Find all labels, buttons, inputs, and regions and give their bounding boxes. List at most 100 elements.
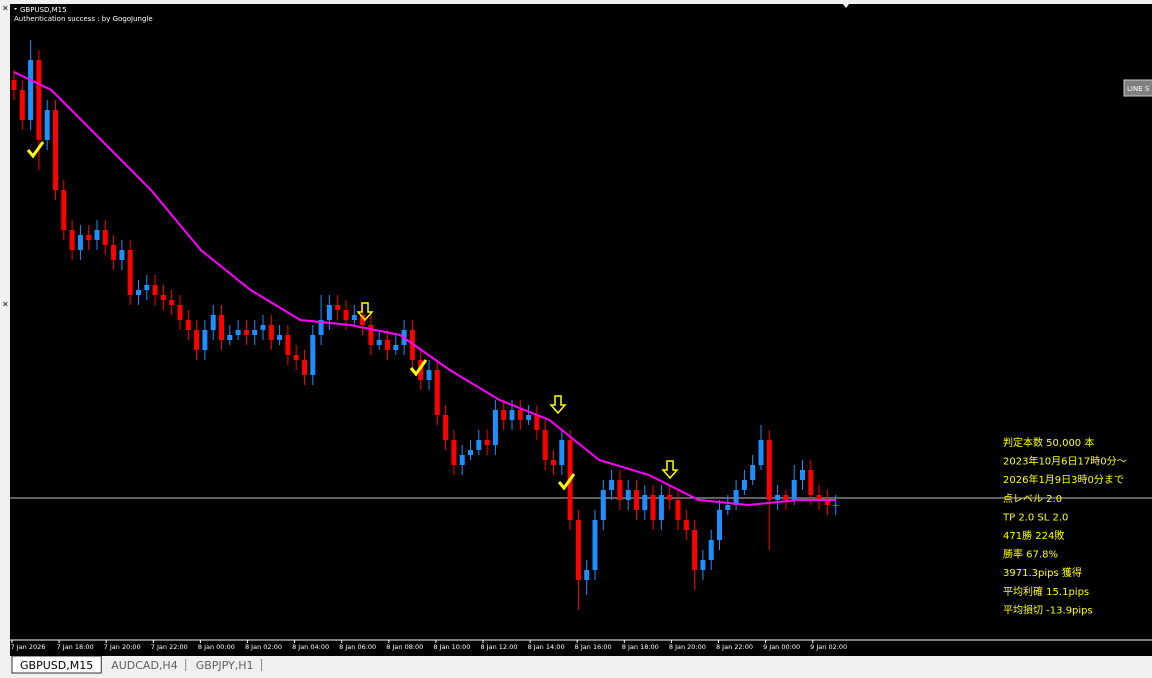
moving-average	[13, 71, 836, 507]
close-icon[interactable]: ×	[2, 300, 9, 309]
check	[26, 141, 45, 159]
candle-body	[194, 330, 200, 350]
candle-body	[385, 340, 390, 350]
line-button-label[interactable]: LINE S	[1127, 85, 1150, 93]
candle-body	[235, 330, 241, 335]
candle-body	[169, 300, 175, 305]
candle-body	[708, 540, 714, 560]
candle-body	[824, 500, 830, 505]
tab-label[interactable]: AUDCAD,H4	[111, 659, 178, 672]
x-tick-label: 7 Jan 22:00	[151, 643, 188, 651]
sell-arrow	[549, 395, 567, 415]
close-icon[interactable]: ×	[2, 4, 9, 13]
x-tick-label: 9 Jan 02:00	[810, 643, 847, 651]
candle-body	[783, 495, 789, 500]
candle-body	[600, 490, 606, 520]
x-tick-label: 8 Jan 04:00	[292, 643, 329, 651]
x-tick-label: 8 Jan 00:00	[198, 643, 235, 651]
candle-body	[227, 335, 233, 340]
tab-bar	[0, 656, 1152, 674]
candle-body	[675, 500, 681, 520]
candle-body	[592, 520, 598, 570]
check	[409, 359, 428, 377]
stat-line: 3971.3pips 獲得	[1003, 566, 1082, 579]
tab-label[interactable]: GBPUSD,M15	[20, 659, 93, 672]
candle-body	[816, 495, 822, 500]
candle-body	[69, 230, 75, 250]
tabs: GBPUSD,M15 AUDCAD,H4 GBPJPY,H1	[11, 655, 263, 674]
candle-body	[667, 495, 673, 500]
x-tick-label: 7 Jan 2026	[11, 643, 46, 651]
candle-body	[335, 305, 341, 310]
candle-body	[584, 570, 590, 580]
candle-body	[177, 305, 183, 320]
candle-body	[750, 465, 756, 480]
candle-body	[44, 110, 50, 140]
candle-body	[459, 455, 465, 465]
candle-body	[617, 480, 623, 500]
candle-body	[160, 295, 166, 300]
candle-body	[426, 370, 432, 380]
candle-body	[741, 480, 747, 490]
candle-body	[28, 60, 34, 120]
x-tick-label: 8 Jan 06:00	[339, 643, 376, 651]
candle-body	[434, 370, 440, 415]
candle-body	[534, 415, 540, 430]
sell-arrow	[356, 302, 374, 322]
candle-body	[202, 330, 208, 350]
candle-body	[351, 315, 357, 320]
shift-marker	[843, 4, 849, 8]
candle-body	[127, 250, 133, 295]
active-tab[interactable]	[11, 655, 102, 674]
candle-body	[318, 320, 324, 335]
candle-body	[268, 325, 274, 340]
x-tick-label: 8 Jan 02:00	[245, 643, 282, 651]
signals	[26, 141, 679, 491]
candle-body	[243, 330, 249, 335]
candle-body	[658, 495, 664, 520]
candle-body	[526, 415, 532, 420]
candle-body	[326, 305, 332, 320]
candle-body	[360, 315, 366, 325]
candle-body	[634, 490, 639, 510]
candle-body	[409, 330, 415, 360]
candle-body	[77, 235, 83, 250]
candle-body	[443, 415, 449, 440]
x-tick-label: 9 Jan 00:00	[763, 643, 800, 651]
candle-body	[775, 495, 781, 500]
candle-body	[625, 490, 631, 500]
x-tick-label: 8 Jan 12:00	[480, 643, 517, 651]
candle-body	[468, 450, 473, 455]
candle-body	[19, 90, 25, 120]
candle-body	[119, 250, 125, 260]
x-tick-label: 8 Jan 10:00	[433, 643, 470, 651]
candle-body	[11, 80, 17, 90]
stat-line: 2023年10月6日17時0分～	[1003, 455, 1127, 468]
x-tick-label: 7 Jan 18:00	[57, 643, 94, 651]
candle-body	[833, 505, 839, 506]
candle-body	[650, 495, 656, 520]
auth-label: Authentication success : by GogoJungle	[14, 15, 153, 23]
x-tick-label: 8 Jan 16:00	[575, 643, 612, 651]
candle-body	[484, 440, 490, 445]
candle-body	[310, 335, 316, 375]
menu-arrow[interactable]	[14, 8, 17, 10]
candle-body	[210, 315, 216, 330]
candle-body	[285, 335, 291, 355]
candle-body	[791, 480, 797, 500]
candle-body	[683, 520, 689, 530]
line-button[interactable]	[1123, 79, 1152, 97]
stat-line: 判定本数 50,000 本	[1003, 436, 1094, 449]
stat-line: TP 2.0 SL 2.0	[1002, 512, 1068, 523]
x-tick-label: 8 Jan 08:00	[386, 643, 423, 651]
candle-body	[111, 245, 117, 260]
candle-body	[368, 325, 374, 345]
candle-body	[86, 235, 92, 240]
candle-body	[559, 440, 565, 465]
candle-body	[476, 440, 482, 450]
tab-label[interactable]: GBPJPY,H1	[196, 659, 254, 672]
candle-body	[293, 355, 299, 360]
candle-body	[692, 530, 698, 570]
candle-body	[451, 440, 457, 465]
